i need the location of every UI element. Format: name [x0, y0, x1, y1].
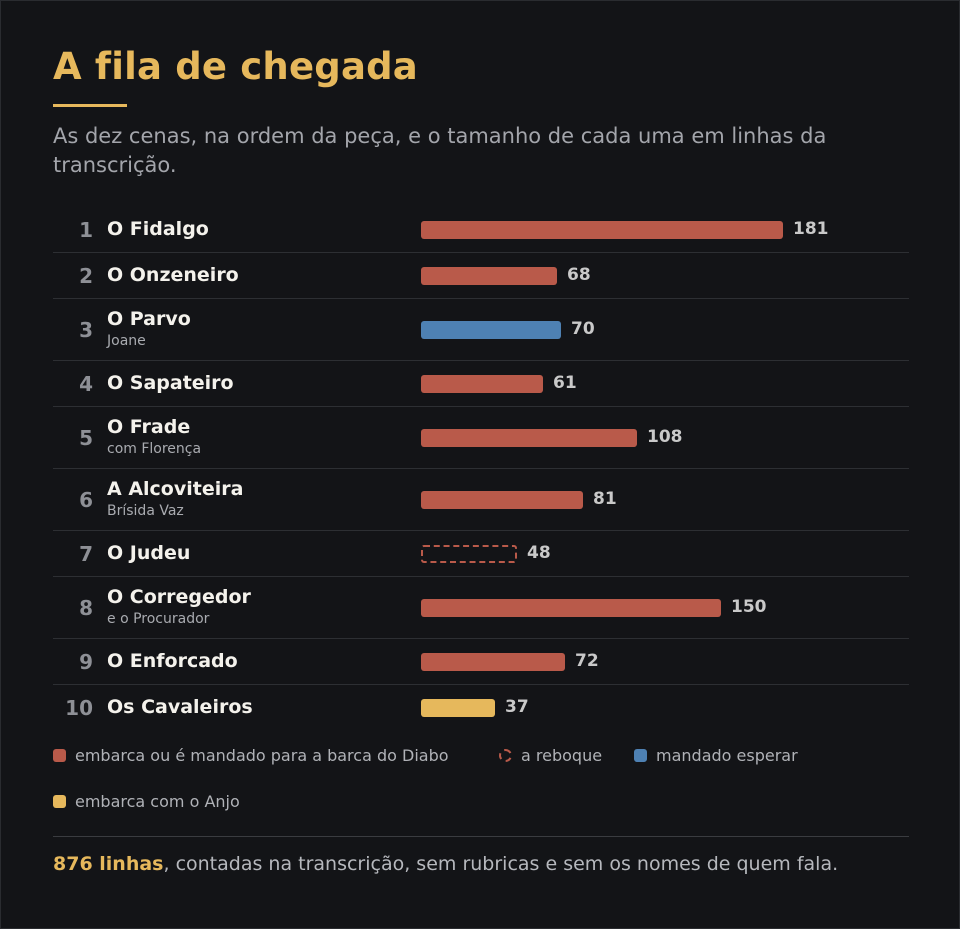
- legend-swatch: [53, 749, 66, 762]
- chart-subtitle: As dez cenas, na ordem da peça, e o tama…: [53, 124, 827, 177]
- bar-diabo: [421, 375, 543, 393]
- legend-label: a reboque: [521, 746, 603, 765]
- bar-anjo: [421, 699, 495, 717]
- row-name: O Parvo: [107, 308, 191, 330]
- row-name: O Frade: [107, 416, 191, 438]
- bar-reboque: [421, 545, 517, 563]
- row-number: 10: [65, 696, 93, 720]
- row-subtitle: Brísida Vaz: [107, 503, 184, 519]
- row-name: O Corregedor: [107, 586, 251, 608]
- bar-value-label: 61: [553, 373, 577, 393]
- row-name: O Onzeneiro: [107, 264, 239, 286]
- row-name: O Judeu: [107, 542, 191, 564]
- bar-row: 1 O Fidalgo 181: [53, 207, 909, 253]
- legend-label: embarca ou é mandado para a barca do Dia…: [75, 746, 449, 765]
- bar-value-label: 37: [505, 697, 529, 717]
- row-name: O Sapateiro: [107, 372, 234, 394]
- legend-swatch: [499, 749, 512, 762]
- footnote: 876 linhas, contadas na transcrição, sem…: [53, 853, 838, 875]
- legend-item-anjo: embarca com o Anjo: [53, 792, 240, 811]
- legend-label: embarca com o Anjo: [75, 792, 240, 811]
- row-number: 9: [79, 650, 93, 674]
- bar-diabo: [421, 491, 583, 509]
- legend-label: mandado esperar: [656, 746, 798, 765]
- title-underline: [53, 104, 127, 107]
- row-number: 8: [79, 596, 93, 620]
- row-name: Os Cavaleiros: [107, 696, 253, 718]
- row-name: O Fidalgo: [107, 218, 209, 240]
- row-number: 6: [79, 488, 93, 512]
- bar-row: 5 O Frade com Florença 108: [53, 407, 909, 469]
- bar-value-label: 48: [527, 543, 551, 563]
- row-subtitle: e o Procurador: [107, 611, 210, 627]
- bar-row: 7 O Judeu 48: [53, 531, 909, 577]
- legend-swatch: [634, 749, 647, 762]
- row-number: 3: [79, 318, 93, 342]
- bar-diabo: [421, 599, 721, 617]
- bar-value-label: 70: [571, 319, 595, 339]
- bar-value-label: 150: [731, 597, 767, 617]
- chart-title: A fila de chegada: [53, 45, 418, 88]
- bar-row: 8 O Corregedor e o Procurador 150: [53, 577, 909, 639]
- bar-row: 2 O Onzeneiro 68: [53, 253, 909, 299]
- row-name: A Alcoviteira: [107, 478, 244, 500]
- bar-esperar: [421, 321, 561, 339]
- footer-divider: [53, 836, 909, 837]
- row-number: 7: [79, 542, 93, 566]
- row-number: 2: [79, 264, 93, 288]
- bar-diabo: [421, 267, 557, 285]
- bar-row: 3 O Parvo Joane 70: [53, 299, 909, 361]
- bar-value-label: 108: [647, 427, 683, 447]
- row-number: 4: [79, 372, 93, 396]
- row-number: 5: [79, 426, 93, 450]
- bar-row: 10 Os Cavaleiros 37: [53, 685, 909, 730]
- bar-diabo: [421, 429, 637, 447]
- row-subtitle: Joane: [107, 333, 146, 349]
- bar-diabo: [421, 221, 783, 239]
- bar-value-label: 68: [567, 265, 591, 285]
- row-number: 1: [79, 218, 93, 242]
- footnote-text: , contadas na transcrição, sem rubricas …: [163, 853, 839, 875]
- bar-row: 9 O Enforcado 72: [53, 639, 909, 685]
- row-name: O Enforcado: [107, 650, 238, 672]
- bar-row: 6 A Alcoviteira Brísida Vaz 81: [53, 469, 909, 531]
- legend-item-esperar: mandado esperar: [634, 746, 798, 765]
- bar-diabo: [421, 653, 565, 671]
- legend-item-reboque: a reboque: [499, 746, 602, 765]
- bar-value-label: 72: [575, 651, 599, 671]
- footnote-total: 876 linhas: [53, 853, 164, 875]
- bar-row: 4 O Sapateiro 61: [53, 361, 909, 407]
- legend-swatch: [53, 795, 66, 808]
- row-subtitle: com Florença: [107, 441, 202, 457]
- bar-value-label: 181: [793, 219, 829, 239]
- legend-item-diabo: embarca ou é mandado para a barca do Dia…: [53, 746, 449, 765]
- bar-value-label: 81: [593, 489, 617, 509]
